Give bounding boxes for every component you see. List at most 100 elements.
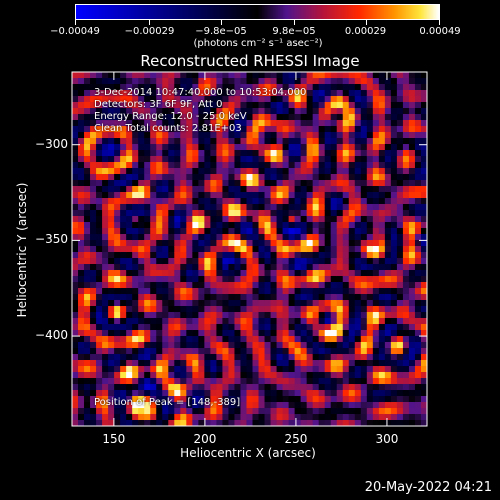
heatmap-cell bbox=[258, 90, 265, 97]
heatmap-cell bbox=[192, 150, 199, 157]
heatmap-cell bbox=[210, 288, 217, 295]
heatmap-cell bbox=[192, 348, 199, 355]
heatmap-cell bbox=[186, 348, 193, 355]
heatmap-cell bbox=[312, 120, 320, 127]
heatmap-cell bbox=[120, 276, 127, 283]
heatmap-cell bbox=[78, 186, 85, 193]
heatmap-cell bbox=[192, 108, 199, 115]
heatmap-cell bbox=[366, 246, 374, 253]
heatmap-cell bbox=[186, 246, 193, 253]
heatmap-cell bbox=[204, 420, 211, 427]
heatmap-cell bbox=[156, 174, 163, 181]
heatmap-cell bbox=[222, 396, 229, 403]
heatmap-cell bbox=[348, 78, 356, 85]
heatmap-cell bbox=[288, 174, 296, 181]
heatmap-cell bbox=[156, 258, 163, 265]
heatmap-cell bbox=[90, 144, 97, 151]
heatmap-cell bbox=[114, 276, 121, 283]
heatmap-cell bbox=[216, 120, 223, 127]
heatmap-cell bbox=[330, 402, 338, 409]
heatmap-cell bbox=[402, 150, 410, 157]
heatmap-cell bbox=[150, 414, 157, 421]
heatmap-cell bbox=[144, 282, 151, 289]
heatmap-cell bbox=[210, 342, 217, 349]
heatmap-cell bbox=[252, 96, 259, 103]
heatmap-cell bbox=[378, 282, 386, 289]
heatmap-cell bbox=[276, 72, 283, 79]
chart-title: Reconstructed RHESSI Image bbox=[140, 52, 360, 70]
heatmap-cell bbox=[378, 192, 386, 199]
heatmap-cell bbox=[222, 390, 229, 397]
heatmap-cell bbox=[156, 84, 163, 91]
heatmap-cell bbox=[90, 384, 97, 391]
heatmap-cell bbox=[168, 234, 175, 241]
heatmap-cell bbox=[300, 372, 308, 379]
heatmap-cell bbox=[354, 222, 362, 229]
heatmap-cell bbox=[120, 294, 127, 301]
heatmap-cell bbox=[174, 342, 181, 349]
heatmap-cell bbox=[252, 72, 259, 79]
heatmap-cell bbox=[210, 102, 217, 109]
heatmap-cell bbox=[258, 246, 265, 253]
heatmap-cell bbox=[174, 354, 181, 361]
heatmap-cell bbox=[222, 288, 229, 295]
heatmap-cell bbox=[336, 222, 344, 229]
heatmap-cell bbox=[216, 348, 223, 355]
heatmap-cell bbox=[186, 132, 193, 139]
heatmap-cell bbox=[168, 120, 175, 127]
heatmap-cell bbox=[414, 420, 422, 427]
heatmap-cell bbox=[384, 324, 392, 331]
heatmap-cell bbox=[324, 156, 332, 163]
heatmap-cell bbox=[174, 264, 181, 271]
heatmap-cell bbox=[186, 390, 193, 397]
heatmap-cell bbox=[408, 294, 416, 301]
colorbar-tick-label: 0.00049 bbox=[419, 26, 461, 37]
heatmap-cell bbox=[396, 348, 404, 355]
heatmap-cell bbox=[138, 72, 145, 79]
heatmap-cell bbox=[174, 306, 181, 313]
heatmap-cell bbox=[84, 330, 91, 337]
heatmap-cell bbox=[198, 252, 205, 259]
heatmap-cell bbox=[222, 306, 229, 313]
heatmap-cell bbox=[78, 282, 85, 289]
heatmap-cell bbox=[198, 120, 205, 127]
heatmap-cell bbox=[402, 138, 410, 145]
heatmap-cell bbox=[210, 378, 217, 385]
heatmap-cell bbox=[132, 150, 139, 157]
heatmap-cell bbox=[336, 72, 344, 79]
heatmap-cell bbox=[168, 390, 175, 397]
heatmap-cell bbox=[234, 408, 241, 415]
heatmap-cell bbox=[402, 420, 410, 427]
heatmap-cell bbox=[312, 330, 320, 337]
heatmap-cell bbox=[162, 210, 169, 217]
heatmap-cell bbox=[396, 354, 404, 361]
heatmap-cell bbox=[90, 150, 97, 157]
heatmap-cell bbox=[330, 114, 338, 121]
heatmap-cell bbox=[228, 138, 235, 145]
heatmap-cell bbox=[138, 180, 145, 187]
heatmap-cell bbox=[204, 306, 211, 313]
heatmap-cell bbox=[288, 72, 296, 79]
heatmap-cell bbox=[114, 168, 121, 175]
heatmap-cell bbox=[258, 384, 265, 391]
heatmap-cell bbox=[330, 186, 338, 193]
heatmap-cell bbox=[246, 210, 253, 217]
heatmap-cell bbox=[102, 312, 109, 319]
heatmap-cell bbox=[246, 282, 253, 289]
heatmap-cell bbox=[372, 156, 380, 163]
heatmap-cell bbox=[276, 390, 283, 397]
heatmap-cell bbox=[102, 204, 109, 211]
heatmap-cell bbox=[300, 156, 308, 163]
heatmap-cell bbox=[336, 372, 344, 379]
heatmap-cell bbox=[72, 384, 79, 391]
heatmap-cell bbox=[264, 102, 271, 109]
heatmap-cell bbox=[378, 96, 386, 103]
heatmap-cell bbox=[276, 348, 283, 355]
heatmap-cell bbox=[282, 186, 290, 193]
heatmap-cell bbox=[78, 162, 85, 169]
heatmap-cell bbox=[144, 228, 151, 235]
heatmap-cell bbox=[192, 132, 199, 139]
heatmap-cell bbox=[318, 186, 326, 193]
heatmap-cell bbox=[396, 210, 404, 217]
heatmap-cell bbox=[126, 168, 133, 175]
